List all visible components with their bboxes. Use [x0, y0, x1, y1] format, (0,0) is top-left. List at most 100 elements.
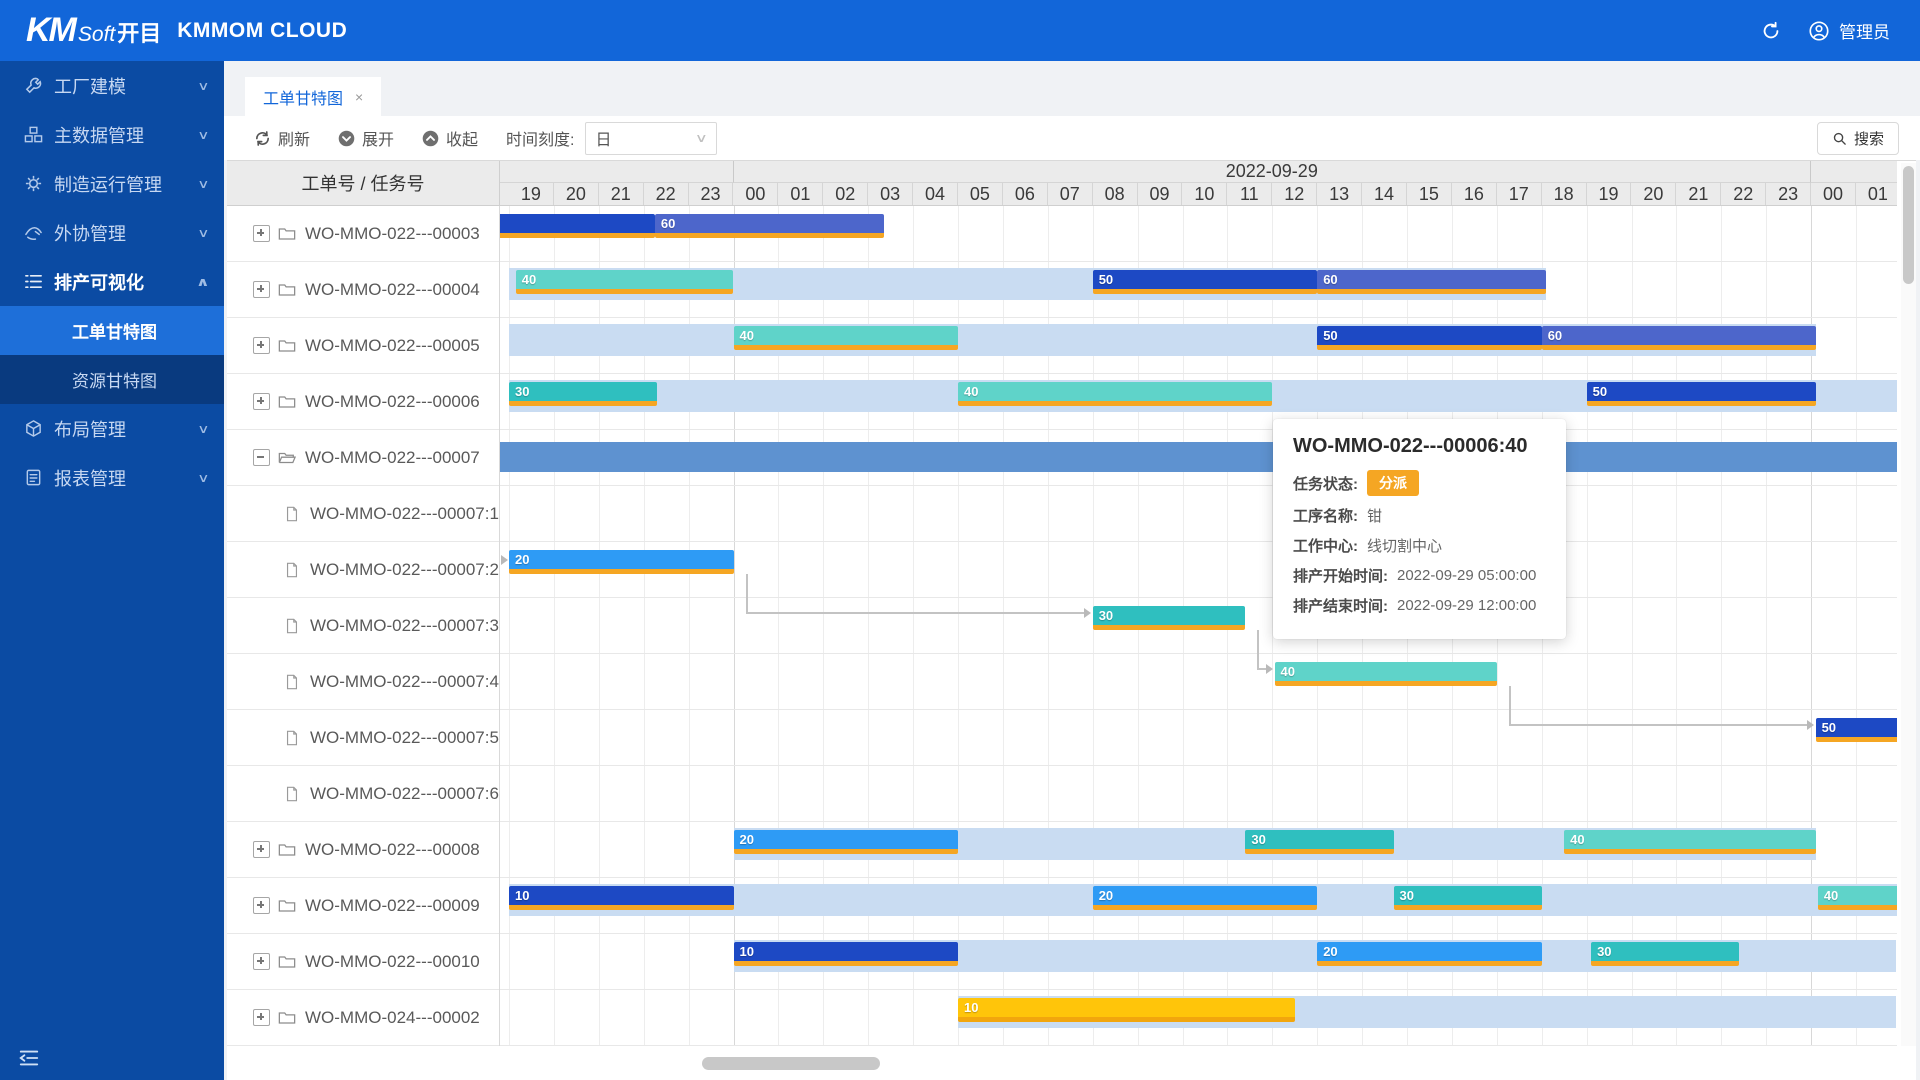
expand-row-icon[interactable] — [253, 953, 270, 970]
task-bar[interactable]: 30 — [1591, 942, 1740, 966]
time-scale-label: 时间刻度: — [506, 132, 575, 149]
task-row-name[interactable]: WO-MMO-022---00007:2 — [227, 542, 499, 598]
sidebar-collapse-icon[interactable] — [18, 1048, 40, 1068]
expand-row-icon[interactable] — [253, 897, 270, 914]
expand-row-icon[interactable] — [253, 225, 270, 242]
row-gridline — [500, 653, 1897, 654]
task-row-name[interactable]: WO-MMO-022---00007:6 — [227, 766, 499, 822]
task-bar[interactable]: 40 — [1274, 662, 1497, 686]
sidebar-item-排产可视化[interactable]: 排产可视化 ∧ — [0, 257, 224, 306]
task-row-name[interactable]: WO-MMO-022---00007:1 — [227, 486, 499, 542]
hour-gridline — [958, 206, 959, 1046]
hour-header-cell: 00 — [734, 183, 779, 205]
hour-gridline — [913, 206, 915, 1046]
time-scale-select[interactable]: 日 ∨ — [584, 121, 717, 155]
task-bar[interactable]: 30 — [1245, 830, 1394, 854]
dependency-link-vertical — [745, 574, 748, 612]
task-bar[interactable]: 50 — [1317, 326, 1542, 350]
sidebar-item-报表管理[interactable]: 报表管理 ∨ — [0, 453, 224, 502]
refresh-icon[interactable] — [1760, 20, 1782, 42]
hour-gridline — [1586, 206, 1588, 1046]
main-area: 工单甘特图 × 刷新 展开 收起 — [224, 61, 1920, 1080]
expand-row-icon[interactable] — [253, 337, 270, 354]
hour-header-cell: 22 — [1721, 183, 1767, 205]
task-bar-baseline — [1092, 289, 1318, 294]
refresh-button[interactable]: 刷新 — [254, 126, 310, 150]
task-row-name[interactable]: WO-MMO-022---00008 — [227, 822, 499, 878]
hour-gridline — [1766, 206, 1768, 1046]
task-bar[interactable]: 20 — [1317, 942, 1542, 966]
task-bar-label: 50 — [1323, 328, 1338, 343]
logo-km-mark: KM — [26, 11, 77, 49]
task-bar[interactable]: 30 — [1092, 606, 1246, 630]
sidebar-item-制造运行管理[interactable]: 制造运行管理 ∨ — [0, 159, 224, 208]
task-bar[interactable]: 40 — [1564, 830, 1816, 854]
tab-work-order-gantt[interactable]: 工单甘特图 × — [245, 77, 382, 116]
search-icon — [1833, 132, 1846, 145]
expand-button[interactable]: 展开 — [338, 126, 394, 150]
sidebar-item-外协管理[interactable]: 外协管理 ∨ — [0, 208, 224, 257]
task-bar[interactable] — [500, 214, 655, 238]
task-doc-icon — [286, 730, 298, 745]
task-row-name[interactable]: WO-MMO-022---00006 — [227, 374, 499, 430]
task-bar[interactable]: 20 — [509, 550, 734, 574]
collapse-button[interactable]: 收起 — [422, 126, 478, 150]
tab-close-icon[interactable]: × — [355, 88, 364, 105]
task-bar[interactable]: 40 — [515, 270, 734, 294]
task-bar[interactable]: 40 — [958, 382, 1273, 406]
task-row-name[interactable]: WO-MMO-024---00002 — [227, 990, 499, 1046]
task-row-name[interactable]: WO-MMO-022---00003 — [227, 206, 499, 262]
task-bar[interactable]: 60 — [1541, 326, 1816, 350]
task-bar[interactable]: 10 — [733, 942, 958, 966]
task-bar[interactable]: 10 — [509, 886, 734, 910]
task-row-name[interactable]: WO-MMO-022---00007 — [227, 430, 499, 486]
expand-row-icon[interactable] — [253, 281, 270, 298]
task-row-name[interactable]: WO-MMO-022---00007:3 — [227, 598, 499, 654]
horizontal-scrollbar-thumb[interactable] — [702, 1057, 880, 1070]
task-doc-icon — [286, 506, 298, 521]
task-bar[interactable]: 40 — [1817, 886, 1897, 910]
task-row-name[interactable]: WO-MMO-022---00004 — [227, 262, 499, 318]
task-bar[interactable]: 10 — [958, 998, 1295, 1022]
sidebar-item-布局管理[interactable]: 布局管理 ∨ — [0, 404, 224, 453]
expand-row-icon[interactable] — [253, 1009, 270, 1026]
hour-header-cell: 23 — [1766, 183, 1812, 205]
vertical-scrollbar[interactable] — [1901, 163, 1916, 1046]
task-bar[interactable]: 30 — [1393, 886, 1542, 910]
task-row-name[interactable]: WO-MMO-022---00009 — [227, 878, 499, 934]
expand-row-icon[interactable] — [253, 393, 270, 410]
task-bar[interactable]: 50 — [1815, 718, 1897, 742]
sidebar-subitem-资源甘特图[interactable]: 资源甘特图 — [0, 355, 224, 404]
task-bar-baseline — [1245, 849, 1394, 854]
search-button[interactable]: 搜索 — [1816, 122, 1899, 155]
top-header: KM Soft 开目 KMMOM CLOUD 管理员 — [0, 0, 1920, 61]
folder-icon — [278, 395, 296, 408]
work-order-summary-bar[interactable] — [500, 442, 1897, 472]
sidebar-subitem-工单甘特图[interactable]: 工单甘特图 — [0, 306, 224, 355]
task-bar[interactable]: 50 — [1092, 270, 1318, 294]
hour-gridline — [1856, 206, 1857, 1046]
expand-row-icon[interactable] — [253, 841, 270, 858]
vertical-scrollbar-thumb[interactable] — [1903, 166, 1914, 284]
sidebar-item-工厂建模[interactable]: 工厂建模 ∨ — [0, 61, 224, 110]
collapse-row-icon[interactable] — [253, 449, 270, 466]
task-bar[interactable]: 20 — [1092, 886, 1318, 910]
task-id-label: WO-MMO-022---00007:1 — [310, 503, 499, 523]
horizontal-scrollbar[interactable] — [227, 1056, 1897, 1072]
task-bar-baseline — [1274, 681, 1497, 686]
task-bar[interactable]: 40 — [733, 326, 958, 350]
task-row-name[interactable]: WO-MMO-022---00007:5 — [227, 710, 499, 766]
task-bar[interactable]: 20 — [733, 830, 958, 854]
task-bar[interactable]: 30 — [509, 382, 658, 406]
task-row-name[interactable]: WO-MMO-022---00005 — [227, 318, 499, 374]
date-header-blank — [500, 161, 734, 183]
tooltip-field: 排产开始时间: 2022-09-29 05:00:00 — [1293, 565, 1546, 586]
sidebar-item-主数据管理[interactable]: 主数据管理 ∨ — [0, 110, 224, 159]
user-menu[interactable]: 管理员 — [1808, 18, 1890, 43]
task-bar[interactable]: 60 — [654, 214, 884, 238]
task-bar[interactable]: 50 — [1586, 382, 1816, 406]
task-bar[interactable]: 60 — [1317, 270, 1547, 294]
task-row-name[interactable]: WO-MMO-022---00007:4 — [227, 654, 499, 710]
task-row-name[interactable]: WO-MMO-022---00010 — [227, 934, 499, 990]
